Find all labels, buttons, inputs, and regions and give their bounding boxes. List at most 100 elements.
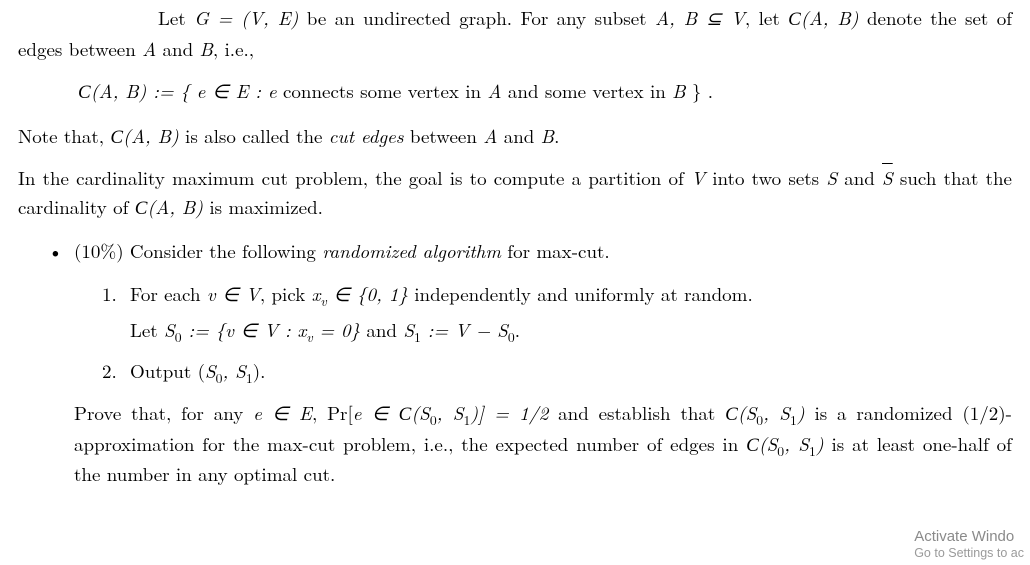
paragraph-cut-edges-note: Note that, C(A, B) is also called the cu… [18,122,1012,153]
step-1-line-2: Let S0 := {v ∈ V : xv = 0} and S1 := V −… [130,316,1012,345]
text: independently and uniformly at random. [408,280,753,307]
text: connects some vertex in [277,77,488,104]
paragraph-intro: Let G = (V, E) be an undirected graph. F… [18,4,1012,63]
math-sbar: S [882,164,893,191]
text: and some vertex in [502,77,673,104]
text: is maximized. [203,193,323,220]
math: e ∈ E [253,399,312,426]
math: V [691,164,705,191]
math: S [826,164,837,191]
step-1-line-1: For each v ∈ V, pick xv ∈ {0, 1} indepen… [130,280,1012,309]
math: , S [437,399,464,426]
text: Note that, [18,122,110,149]
paragraph-problem-statement: In the cardinality maximum cut problem, … [18,164,1012,223]
math: S [235,357,246,384]
text: , pick [260,280,312,307]
text: and [497,122,540,149]
math-sub: 0 [430,410,437,429]
text: (10%) Consider the following [74,237,322,264]
math-cal: C [788,9,801,30]
watermark-line-1: Activate Windo [914,528,1024,546]
text: is also called the [179,122,329,149]
math: , S [784,430,809,457]
math: G = (V, E) [194,4,298,31]
math-sub: 1 [246,367,253,386]
step-number: 2. [102,357,117,386]
math-cal: C [746,435,759,456]
text: ). [253,357,266,384]
watermark-line-2: Go to Settings to ac [914,546,1024,561]
math: v ∈ V [207,280,260,307]
math: (A, B) [801,4,859,31]
math: A [142,35,156,62]
math-sub: 0 [508,327,515,346]
math-sub: 1 [414,327,421,346]
bullet-list: (10%) Consider the following randomized … [18,237,1012,489]
text: . [554,122,559,149]
math-cal: C [110,127,123,148]
text: In the cardinality maximum cut problem, … [18,164,691,191]
bullet-item: (10%) Consider the following randomized … [18,237,1012,489]
math: e ∈ [353,399,399,426]
text: be an undirected graph. For any subset [298,4,655,31]
math-cal: C [78,82,91,103]
text: between [404,122,484,149]
math: (S [738,399,756,426]
math: (A, B) [123,122,179,149]
text: Let [130,316,164,343]
math: B [672,77,685,104]
math-sub: 0 [175,327,182,346]
math-cal: C [725,404,738,425]
math-sub: 1 [809,440,816,459]
math-cal: C [135,198,148,219]
math: B [200,35,213,62]
text: for max-cut. [501,237,610,264]
step-number: 1. [102,280,117,309]
math: , [223,357,236,384]
math: := V − S [421,316,508,343]
text: and [837,164,882,191]
math: ∈ {0, 1} [327,280,408,307]
math: )] = 1/2 [470,399,548,426]
math-sub: 1 [790,410,797,429]
math: (S [411,399,429,426]
math: A [483,122,497,149]
math: } . [686,77,713,104]
text: , Pr[ [312,399,353,426]
text: and establish that [548,399,725,426]
bullet-intro: (10%) Consider the following randomized … [74,237,1012,266]
math: (A, B) [147,193,203,220]
math: ) [816,430,824,457]
text: Prove that, for any [74,399,253,426]
text: Output ( [130,357,205,384]
math: A, B ⊆ V [655,4,745,31]
algorithm-steps: 1. For each v ∈ V, pick xv ∈ {0, 1} inde… [102,280,1012,386]
windows-activation-watermark: Activate Windo Go to Settings to ac [914,528,1024,561]
text: Let [158,4,194,31]
math: S [164,316,175,343]
math: = 0} [313,316,360,343]
cut-edges-term: cut edges [329,122,404,149]
text: into two sets [705,164,826,191]
math: S [403,316,414,343]
math: (S [759,430,777,457]
text: , let [745,4,788,31]
display-math-cut-def: C(A, B) := { e ∈ E : e connects some ver… [78,77,1012,108]
text: For each [130,280,207,307]
math: B [541,122,554,149]
document-body: Let G = (V, E) be an undirected graph. F… [0,4,1030,489]
math: ) [797,399,805,426]
math-cal: C [399,404,412,425]
step-2: 2. Output (S0, S1). [102,357,1012,386]
math: (A, B) := { e ∈ E : e [91,77,277,104]
text: and [156,35,199,62]
step-2-line: Output (S0, S1). [130,357,1012,386]
math: , S [763,399,790,426]
math: := {v ∈ V : x [182,316,307,343]
proof-task: Prove that, for any e ∈ E, Pr[e ∈ C(S0, … [74,399,1012,489]
text: . [515,316,520,343]
text: , i.e., [213,35,254,62]
randomized-algorithm-term: randomized algorithm [322,237,501,264]
math: S [205,357,216,384]
math: A [487,77,501,104]
